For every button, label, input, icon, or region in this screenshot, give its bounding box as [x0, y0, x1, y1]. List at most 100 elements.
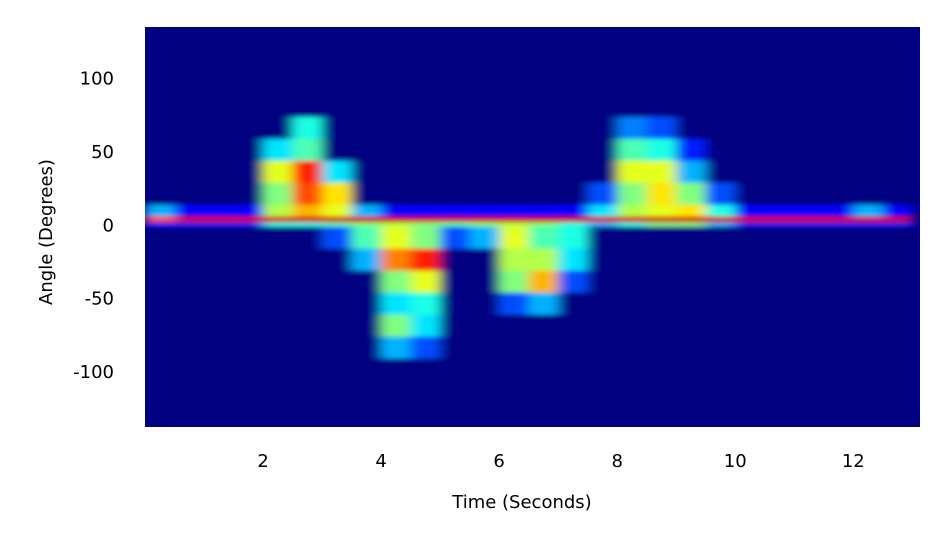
heatmap-cell	[204, 204, 235, 217]
heatmap-cell	[263, 216, 294, 223]
heatmap-cell	[735, 358, 766, 427]
heatmap-cell	[646, 94, 677, 117]
heatmap-cell	[764, 182, 795, 205]
heatmap-cell	[145, 336, 176, 359]
heatmap-cell	[646, 270, 677, 293]
heatmap-cell	[381, 138, 412, 161]
heatmap-cell	[204, 248, 235, 271]
heatmap-cell	[440, 314, 471, 337]
heatmap-cell	[322, 292, 353, 315]
heatmap-cell	[204, 216, 235, 223]
heatmap-cell	[174, 138, 205, 161]
heatmap-cell	[410, 248, 441, 271]
heatmap-cell	[233, 336, 264, 359]
heatmap-cell	[410, 204, 441, 217]
heatmap-cell	[469, 226, 500, 249]
heatmap-cell	[381, 94, 412, 117]
heatmap-cell	[174, 94, 205, 117]
heatmap-cell	[174, 248, 205, 271]
heatmap-cell	[587, 138, 618, 161]
heatmap-cell	[587, 160, 618, 183]
heatmap-cell	[440, 27, 471, 95]
heatmap-cell	[617, 204, 648, 217]
heatmap-cell	[469, 270, 500, 293]
heatmap-cell	[853, 182, 884, 205]
heatmap-cell	[292, 216, 323, 223]
heatmap-cell	[705, 216, 736, 223]
heatmap-cell	[823, 221, 854, 227]
heatmap-cell	[469, 204, 500, 217]
heatmap-cell	[381, 27, 412, 95]
heatmap-cell	[676, 292, 707, 315]
heatmap-cell	[528, 221, 559, 227]
heatmap-cell	[263, 204, 294, 217]
y-tick-label: -50	[85, 289, 114, 310]
heatmap-cell	[145, 138, 176, 161]
heatmap-cell	[233, 27, 264, 95]
heatmap-cell	[794, 226, 825, 249]
heatmap-cell	[204, 270, 235, 293]
heatmap-cell	[410, 292, 441, 315]
heatmap-cell	[263, 160, 294, 183]
heatmap-cell	[587, 94, 618, 117]
heatmap-cell	[145, 116, 176, 139]
heatmap-cell	[263, 270, 294, 293]
heatmap-cell	[823, 226, 854, 249]
heatmap-cell	[646, 336, 677, 359]
heatmap-cell	[705, 314, 736, 337]
heatmap-cell	[292, 221, 323, 227]
heatmap-cell	[410, 27, 441, 95]
heatmap-cell	[823, 270, 854, 293]
heatmap-cell	[705, 221, 736, 227]
heatmap-cell	[381, 314, 412, 337]
heatmap-cell	[322, 204, 353, 217]
heatmap-cell	[204, 27, 235, 95]
heatmap-cell	[646, 27, 677, 95]
heatmap-cell	[174, 182, 205, 205]
heatmap-cell	[233, 94, 264, 117]
heatmap-cell	[794, 204, 825, 217]
heatmap-cell	[263, 248, 294, 271]
heatmap-cell	[735, 314, 766, 337]
heatmap-cell	[764, 270, 795, 293]
heatmap-cell	[204, 182, 235, 205]
heatmap-cell	[823, 138, 854, 161]
heatmap-cell	[292, 248, 323, 271]
heatmap-cell	[351, 358, 382, 427]
heatmap-cell	[292, 182, 323, 205]
heatmap-cell	[676, 204, 707, 217]
x-tick-label: 10	[724, 451, 747, 472]
heatmap-cell	[735, 226, 766, 249]
heatmap-cell	[735, 94, 766, 117]
heatmap-cell	[676, 336, 707, 359]
heatmap-cell	[499, 204, 530, 217]
heatmap-cell	[469, 138, 500, 161]
x-axis-label: Time (Seconds)	[451, 492, 591, 513]
heatmap-cell	[705, 292, 736, 315]
heatmap-cell	[882, 248, 913, 271]
heatmap-cell	[823, 292, 854, 315]
heatmap-cell	[233, 204, 264, 217]
x-tick-label: 2	[257, 451, 268, 472]
heatmap-cell	[469, 116, 500, 139]
heatmap-cell	[410, 94, 441, 117]
heatmap-cell	[440, 204, 471, 217]
heatmap-cell	[292, 314, 323, 337]
heatmap-cell	[499, 160, 530, 183]
heatmap-cell	[204, 314, 235, 337]
heatmap-cell	[263, 27, 294, 95]
heatmap-cell	[145, 182, 176, 205]
heatmap-cell	[705, 94, 736, 117]
heatmap-cell	[499, 314, 530, 337]
heatmap-cell	[587, 226, 618, 249]
heatmap-cell	[853, 116, 884, 139]
heatmap-cell	[794, 160, 825, 183]
heatmap-cell	[410, 314, 441, 337]
heatmap-cell	[204, 358, 235, 427]
heatmap-cell	[735, 204, 766, 217]
heatmap-cell	[764, 358, 795, 427]
heatmap-cell	[617, 248, 648, 271]
heatmap-cell	[794, 292, 825, 315]
heatmap-cell	[499, 248, 530, 271]
heatmap-cell	[853, 248, 884, 271]
